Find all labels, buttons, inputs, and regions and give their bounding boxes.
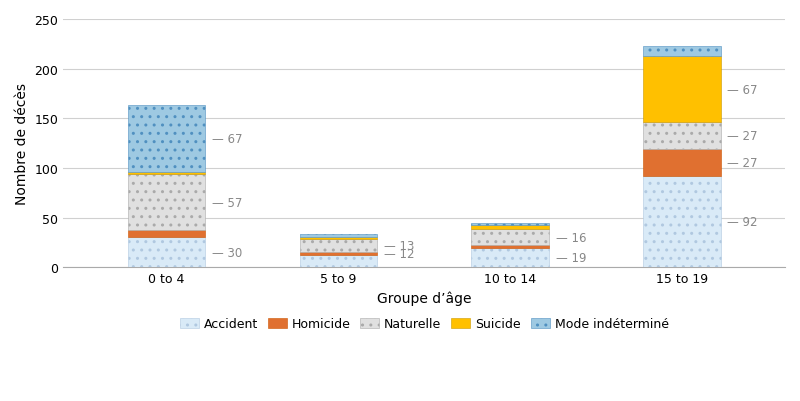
Text: — 67: — 67 [727, 83, 758, 96]
Bar [471, 249, 549, 267]
Bar [299, 256, 377, 267]
Bar [128, 174, 205, 231]
Bar [299, 235, 377, 238]
Text: — 12: — 12 [384, 248, 414, 261]
Bar [128, 231, 205, 238]
Bar [643, 123, 721, 150]
Legend: Accident, Homicide, Naturelle, Suicide, Mode indéterminé: Accident, Homicide, Naturelle, Suicide, … [174, 313, 674, 336]
Text: — 16: — 16 [555, 231, 586, 244]
Text: — 27: — 27 [727, 130, 758, 143]
Bar [471, 230, 549, 246]
Text: — 67: — 67 [212, 133, 242, 146]
Bar [299, 253, 377, 256]
Bar [299, 240, 377, 253]
Y-axis label: Nombre de décès: Nombre de décès [15, 83, 29, 205]
Text: — 92: — 92 [727, 215, 758, 229]
Bar [471, 223, 549, 225]
Bar [128, 238, 205, 267]
Text: — 30: — 30 [212, 246, 242, 259]
Bar [471, 246, 549, 249]
Text: — 13: — 13 [384, 240, 414, 253]
Text: — 27: — 27 [727, 156, 758, 170]
Bar [128, 106, 205, 172]
Bar [128, 172, 205, 174]
Bar [471, 225, 549, 230]
Text: — 57: — 57 [212, 196, 242, 209]
Bar [643, 150, 721, 176]
Bar [643, 176, 721, 267]
Text: — 19: — 19 [555, 252, 586, 265]
Bar [299, 238, 377, 240]
X-axis label: Groupe d’âge: Groupe d’âge [377, 291, 471, 306]
Bar [643, 47, 721, 57]
Bar [643, 57, 721, 123]
